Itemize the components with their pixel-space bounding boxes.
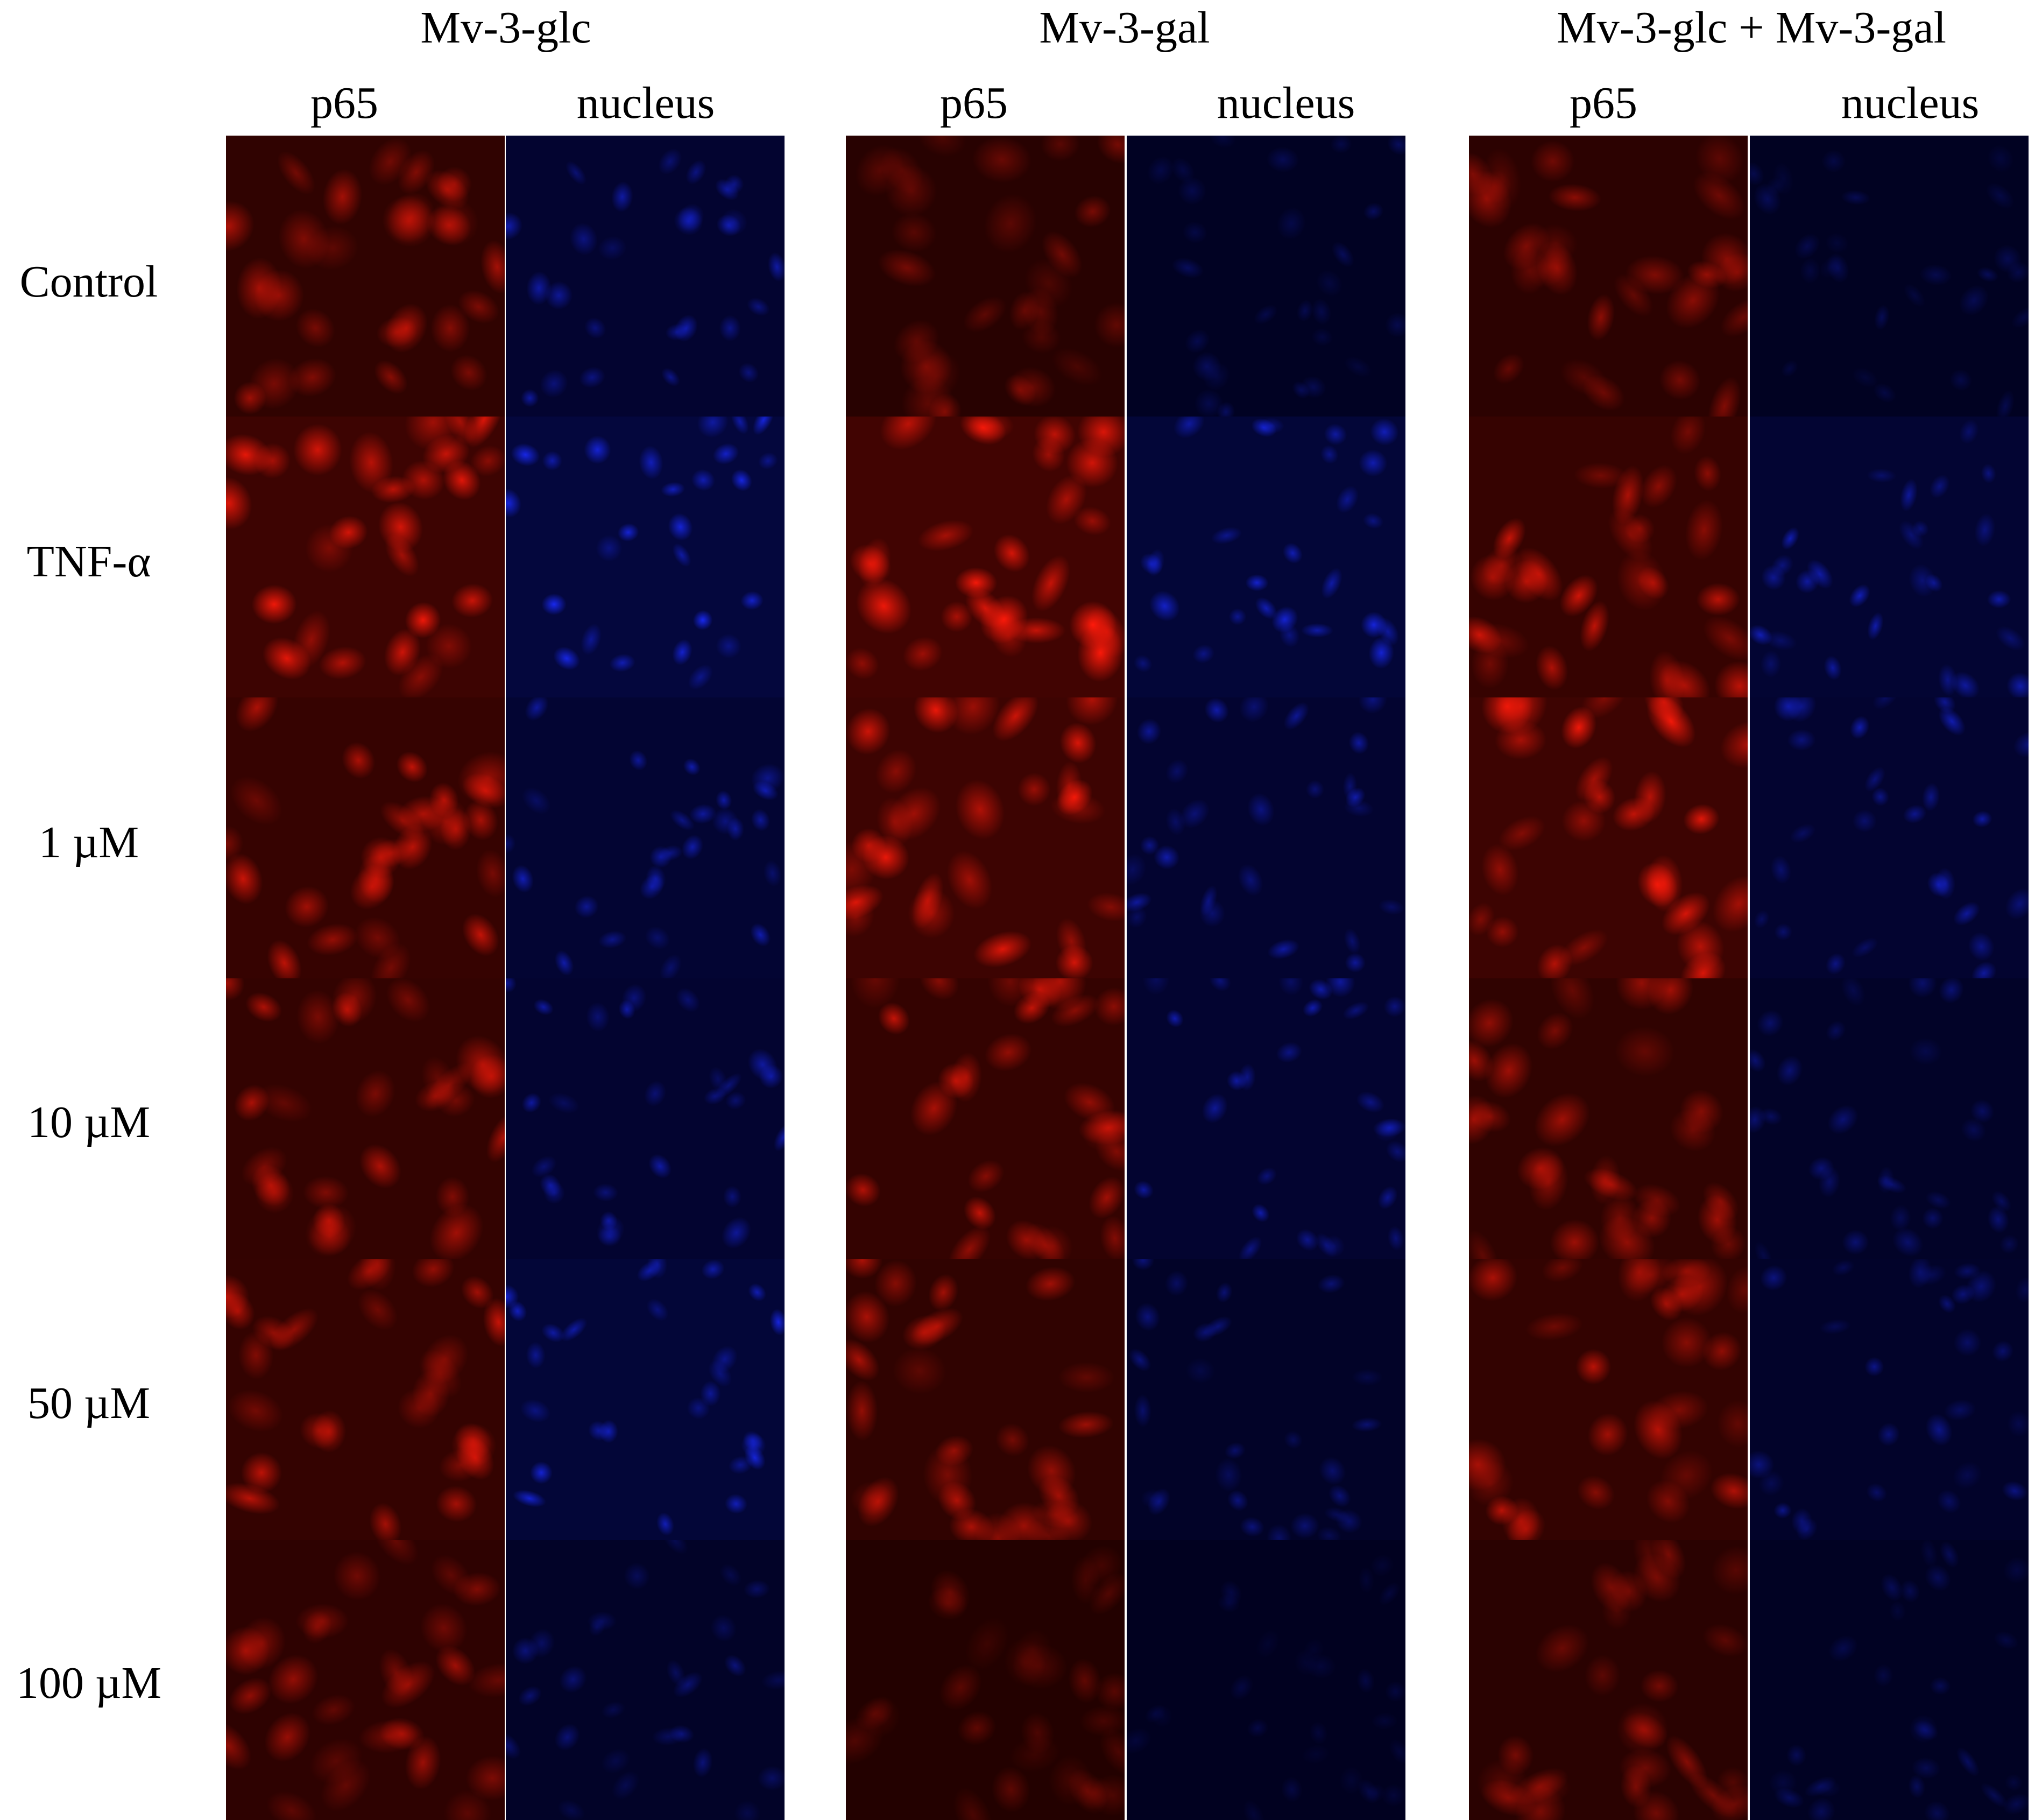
micrograph-nucleus-mv3gal-10um bbox=[1127, 978, 1405, 1259]
micrograph-p65-combined-control bbox=[1469, 136, 1748, 417]
row-label-50um: 50 µM bbox=[27, 1378, 151, 1428]
micrograph-p65-combined-tnf-alpha bbox=[1469, 417, 1748, 697]
micrograph-p65-mv3glc-tnf-alpha bbox=[226, 417, 505, 697]
micrograph-p65-mv3glc-50um bbox=[226, 1259, 505, 1540]
group-title-combined: Mv-3-glc + Mv-3-gal bbox=[1557, 3, 1946, 53]
row-label-tnf-alpha: TNF-α bbox=[26, 537, 151, 587]
micrograph-nucleus-mv3gal-tnf-alpha bbox=[1127, 417, 1405, 697]
micrograph-p65-mv3glc-control bbox=[226, 136, 505, 417]
micrograph-nucleus-combined-control bbox=[1750, 136, 2029, 417]
channel-label-nucleus: nucleus bbox=[1841, 78, 1980, 128]
micrograph-p65-mv3gal-tnf-alpha bbox=[846, 417, 1125, 697]
micrograph-nucleus-mv3gal-100um bbox=[1127, 1540, 1405, 1820]
row-label-10um: 10 µM bbox=[27, 1097, 151, 1147]
group-title-mv3gal: Mv-3-gal bbox=[1039, 3, 1210, 53]
micrograph-nucleus-combined-10um bbox=[1750, 978, 2029, 1259]
micrograph-nucleus-mv3glc-tnf-alpha bbox=[506, 417, 785, 697]
channel-label-p65: p65 bbox=[310, 78, 378, 128]
micrograph-p65-mv3gal-10um bbox=[846, 978, 1125, 1259]
group-title-mv3glc: Mv-3-glc bbox=[420, 3, 591, 53]
micrograph-nucleus-mv3glc-50um bbox=[506, 1259, 785, 1540]
row-label-100um: 100 µM bbox=[16, 1658, 162, 1708]
micrograph-p65-mv3glc-10um bbox=[226, 978, 505, 1259]
micrograph-nucleus-mv3gal-control bbox=[1127, 136, 1405, 417]
micrograph-nucleus-mv3gal-50um bbox=[1127, 1259, 1405, 1540]
micrograph-p65-combined-10um bbox=[1469, 978, 1748, 1259]
micrograph-p65-combined-1um bbox=[1469, 697, 1748, 978]
micrograph-p65-combined-100um bbox=[1469, 1540, 1748, 1820]
row-label-1um: 1 µM bbox=[38, 817, 139, 867]
channel-label-nucleus: nucleus bbox=[1217, 78, 1355, 128]
micrograph-p65-mv3glc-100um bbox=[226, 1540, 505, 1820]
micrograph-p65-mv3glc-1um bbox=[226, 697, 505, 978]
micrograph-p65-mv3gal-control bbox=[846, 136, 1125, 417]
channel-label-p65: p65 bbox=[1570, 78, 1637, 128]
micrograph-nucleus-mv3glc-control bbox=[506, 136, 785, 417]
micrograph-nucleus-mv3glc-1um bbox=[506, 697, 785, 978]
micrograph-nucleus-mv3glc-10um bbox=[506, 978, 785, 1259]
micrograph-nucleus-mv3gal-1um bbox=[1127, 697, 1405, 978]
micrograph-nucleus-combined-tnf-alpha bbox=[1750, 417, 2029, 697]
micrograph-nucleus-combined-50um bbox=[1750, 1259, 2029, 1540]
channel-label-p65: p65 bbox=[940, 78, 1008, 128]
micrograph-p65-mv3gal-1um bbox=[846, 697, 1125, 978]
micrograph-nucleus-combined-1um bbox=[1750, 697, 2029, 978]
micrograph-p65-mv3gal-50um bbox=[846, 1259, 1125, 1540]
row-label-control: Control bbox=[19, 257, 158, 307]
micrograph-nucleus-mv3glc-100um bbox=[506, 1540, 785, 1820]
micrograph-p65-combined-50um bbox=[1469, 1259, 1748, 1540]
micrograph-nucleus-combined-100um bbox=[1750, 1540, 2029, 1820]
micrograph-p65-mv3gal-100um bbox=[846, 1540, 1125, 1820]
channel-label-nucleus: nucleus bbox=[576, 78, 715, 128]
